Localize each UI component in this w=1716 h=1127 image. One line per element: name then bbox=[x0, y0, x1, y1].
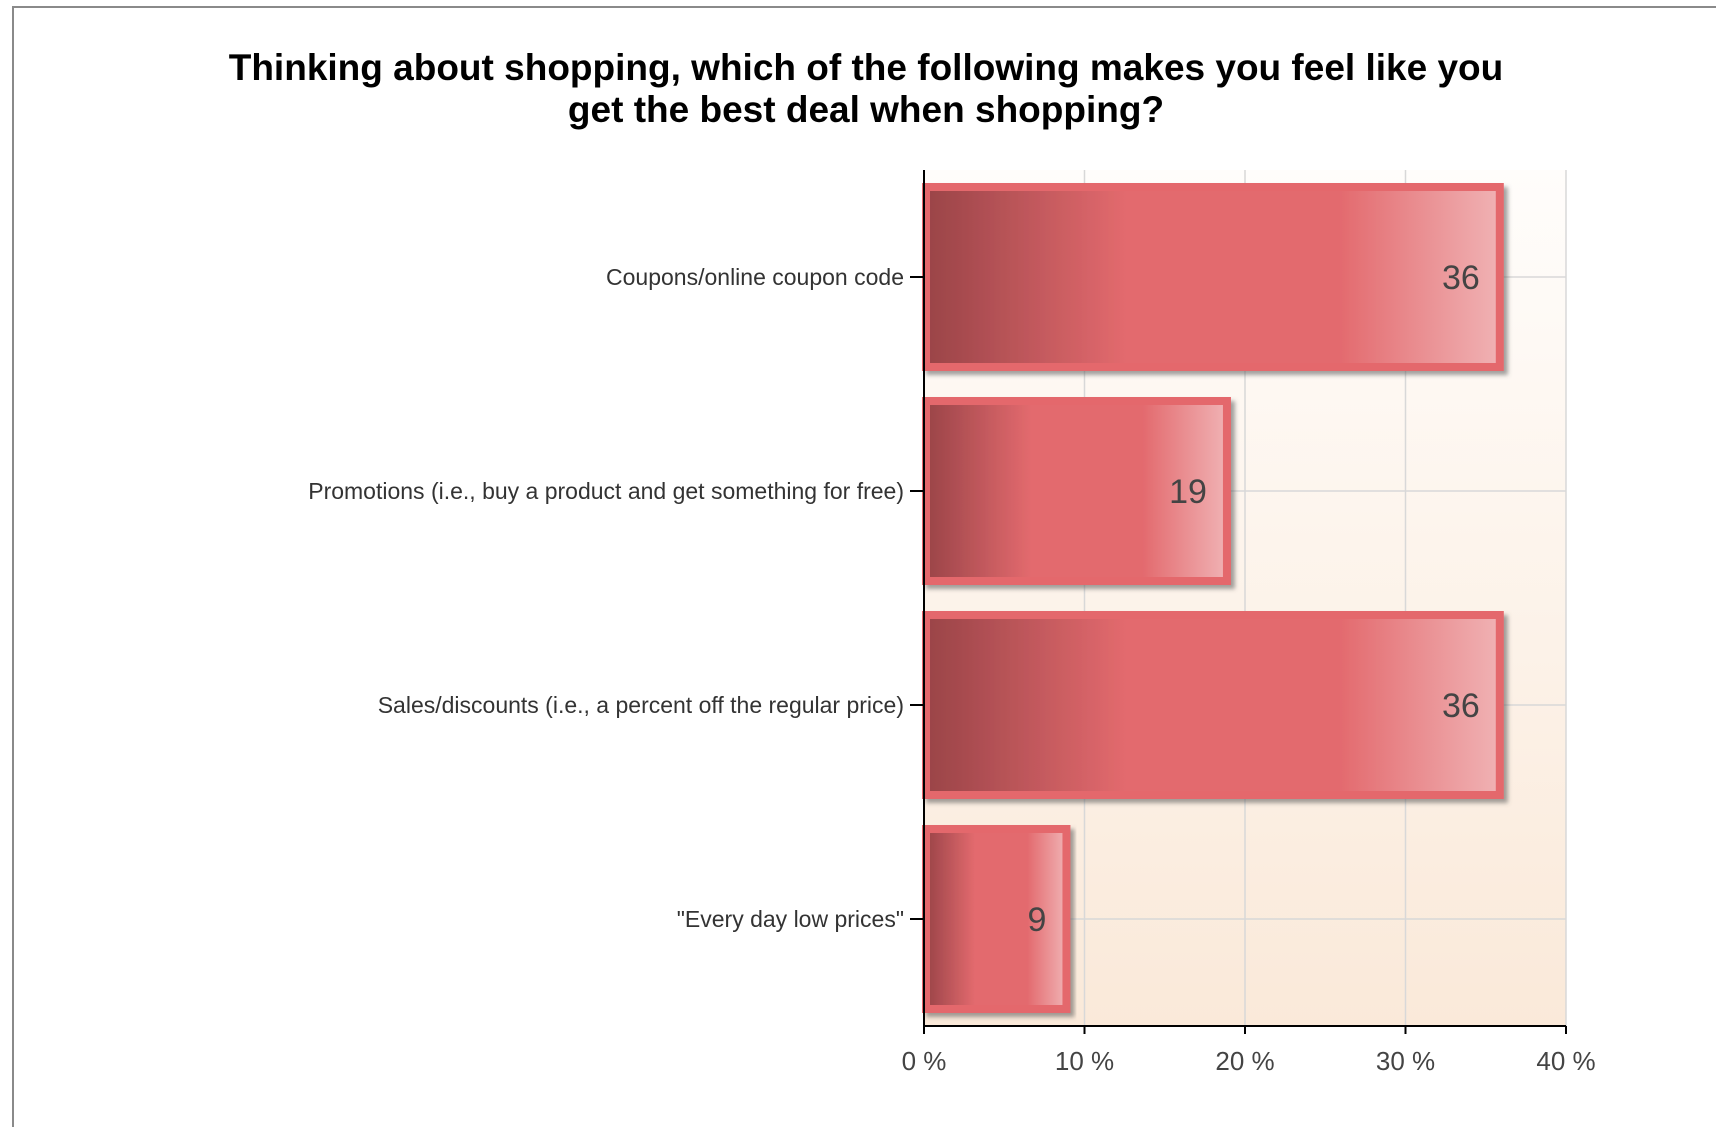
axes bbox=[910, 170, 1567, 1034]
bar-data-label: 19 bbox=[1169, 473, 1207, 511]
bar bbox=[922, 611, 1504, 799]
category-labels: Coupons/online coupon code Promotions (i.… bbox=[308, 264, 904, 932]
bar bbox=[922, 183, 1504, 371]
chart-title-line-1: Thinking about shopping, which of the fo… bbox=[229, 47, 1504, 88]
chart-title: Thinking about shopping, which of the fo… bbox=[229, 47, 1504, 130]
x-tick-label: 40 % bbox=[1536, 1046, 1595, 1076]
category-label: Promotions (i.e., buy a product and get … bbox=[308, 478, 904, 504]
bar-data-label: 36 bbox=[1442, 259, 1480, 297]
chart-title-line-2: get the best deal when shopping? bbox=[568, 89, 1164, 130]
bar bbox=[922, 825, 1071, 1013]
bar-data-label: 9 bbox=[1028, 901, 1047, 939]
x-tick-label: 20 % bbox=[1215, 1046, 1274, 1076]
bars: 36 19 36 9 bbox=[922, 183, 1504, 1013]
bar-data-label: 36 bbox=[1442, 687, 1480, 725]
category-label: Sales/discounts (i.e., a percent off the… bbox=[378, 692, 904, 718]
category-label: Coupons/online coupon code bbox=[606, 264, 904, 290]
x-tick-label: 0 % bbox=[902, 1046, 947, 1076]
x-axis-ticks: 0 % 10 % 20 % 30 % 40 % bbox=[902, 1046, 1596, 1076]
category-label: "Every day low prices" bbox=[677, 906, 904, 932]
x-tick-label: 30 % bbox=[1376, 1046, 1435, 1076]
x-tick-label: 10 % bbox=[1055, 1046, 1114, 1076]
bar bbox=[922, 397, 1231, 585]
